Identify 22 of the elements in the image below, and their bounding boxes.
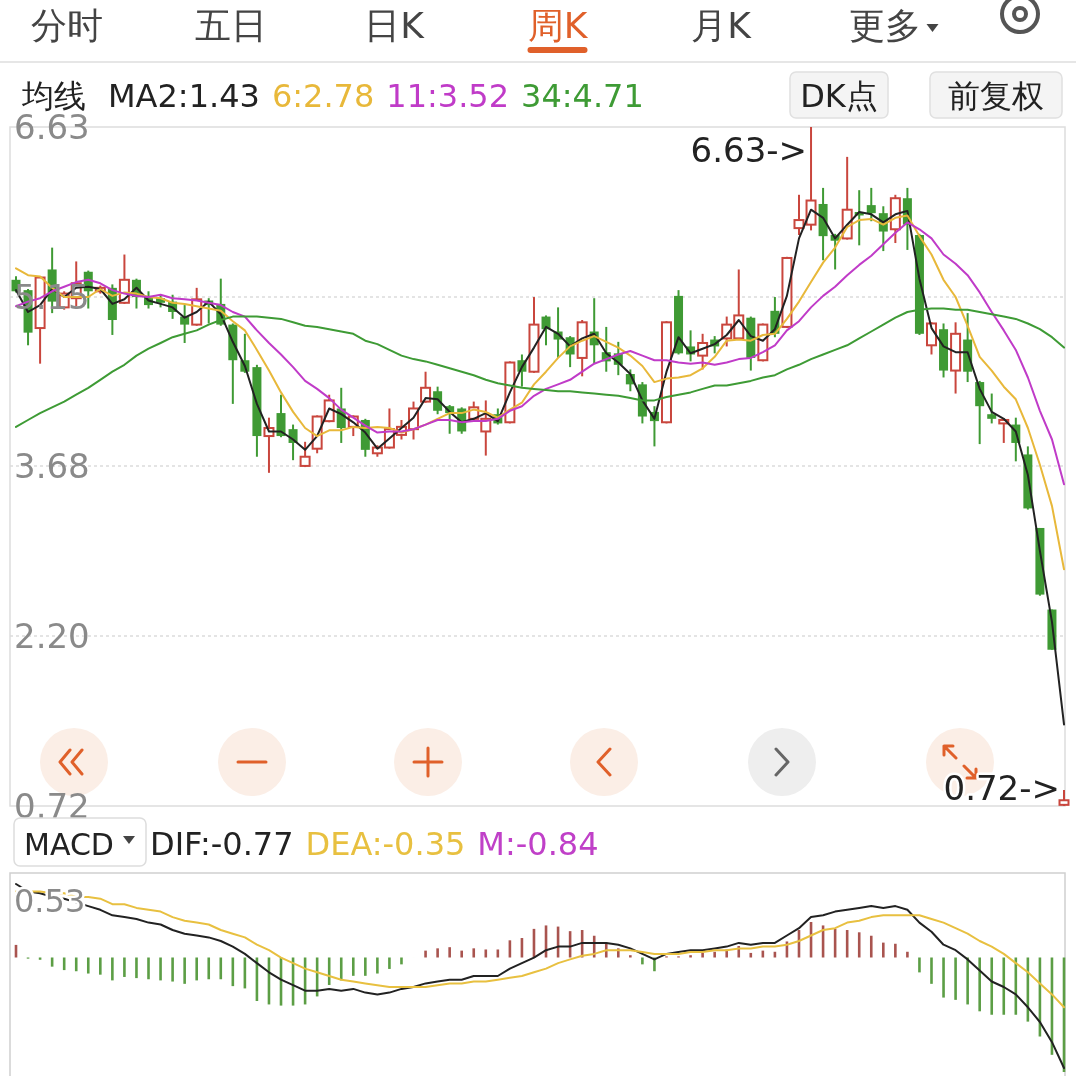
text: 周K <box>527 5 589 46</box>
y-tick-label: 0.72 <box>14 786 90 826</box>
text: DK点 <box>800 77 878 115</box>
text: 分时 <box>31 5 103 46</box>
legend-title: MACD <box>24 827 114 862</box>
text: 月K <box>691 5 753 46</box>
y-tick-label: 2.20 <box>14 615 90 656</box>
text: M:-0.84 <box>477 825 599 863</box>
text: 前复权 <box>948 77 1044 115</box>
text: 更多 <box>848 5 921 46</box>
annotation: 6.63-> <box>690 130 808 170</box>
text: 日K <box>364 5 426 46</box>
y-tick-label: 5.15 <box>14 277 90 318</box>
text: 五日 <box>194 5 267 46</box>
text: MA2:1.43 <box>108 77 260 115</box>
series-label: DIF:-0.77 <box>150 825 294 863</box>
text: DEA:-0.35 <box>305 825 466 863</box>
annotation: 0.72-> <box>943 768 1060 808</box>
text: 6:2.78 <box>271 77 375 115</box>
text: 34:4.71 <box>521 77 644 115</box>
text: 11:3.52 <box>386 77 510 115</box>
y-tick-label: 3.68 <box>14 445 90 486</box>
